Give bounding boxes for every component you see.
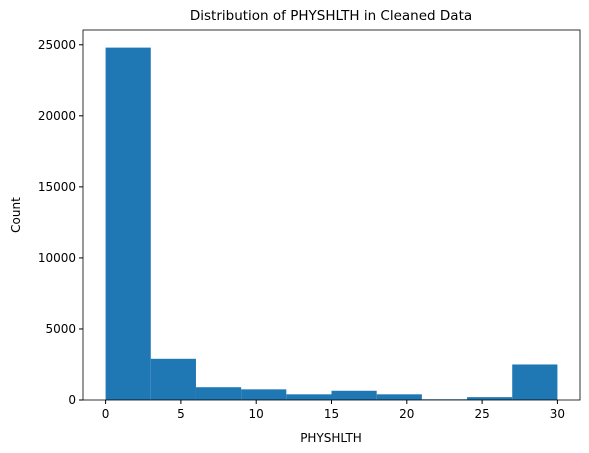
y-tick-label: 5000	[45, 322, 76, 336]
bar	[331, 390, 377, 400]
y-tick-label: 10000	[38, 251, 76, 265]
y-tick-label: 25000	[38, 38, 76, 52]
x-tick-label: 5	[177, 407, 185, 421]
plot-frame	[82, 29, 581, 401]
bar	[150, 358, 196, 400]
bar	[512, 364, 558, 400]
bar	[467, 397, 513, 400]
x-tick-label: 30	[550, 407, 565, 421]
y-tick-label: 0	[68, 393, 76, 407]
bar	[286, 394, 332, 400]
bar	[195, 387, 242, 400]
x-tick-label: 15	[324, 407, 339, 421]
chart-title: Distribution of PHYSHLTH in Cleaned Data	[190, 8, 472, 24]
x-axis-label: PHYSHLTH	[300, 431, 362, 445]
x-tick-label: 20	[399, 407, 414, 421]
y-tick-label: 20000	[38, 109, 76, 123]
bar	[376, 394, 422, 400]
x-tick-label: 10	[249, 407, 264, 421]
bar	[105, 47, 151, 400]
y-tick-label: 15000	[38, 180, 76, 194]
x-tick-label: 25	[474, 407, 489, 421]
y-axis-label: Count	[9, 197, 23, 233]
x-tick-label: 0	[102, 407, 110, 421]
bar	[241, 389, 287, 400]
